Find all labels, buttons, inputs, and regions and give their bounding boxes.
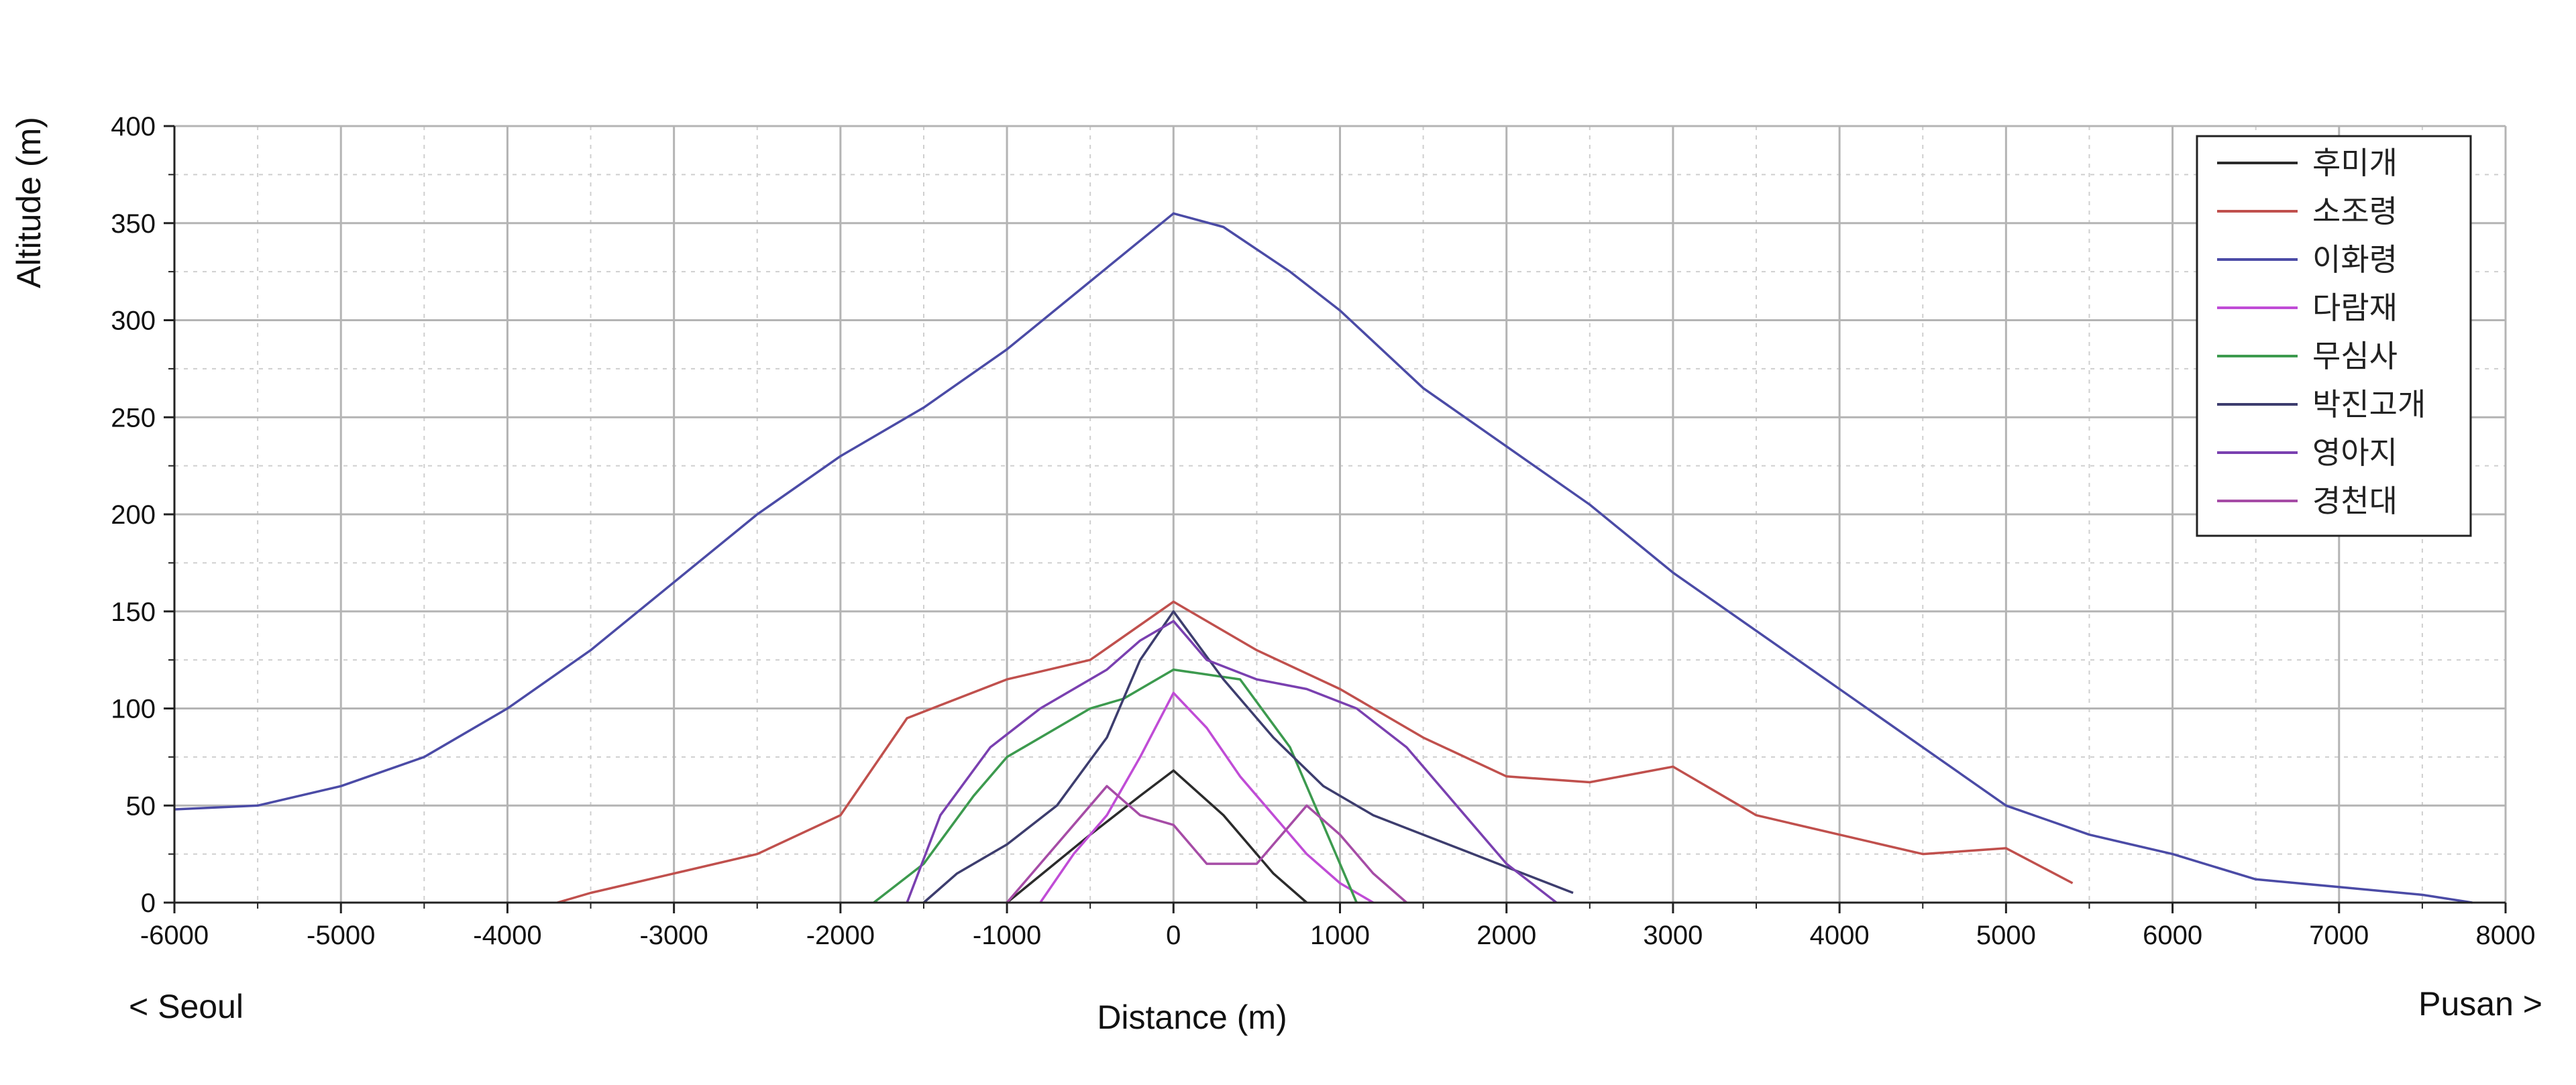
legend-entry-label: 영아지: [2312, 435, 2398, 471]
x-tick-label: -1000: [973, 921, 1041, 950]
legend-entry-label: 무심사: [2312, 338, 2398, 374]
y-tick-label: 0: [141, 889, 156, 918]
legend-box: [2196, 135, 2472, 537]
series-line-4: [1039, 691, 1374, 904]
legend-entry-label: 박진고개: [2312, 386, 2426, 422]
series-line-6: [922, 610, 1574, 904]
x-tick-label: 4000: [1810, 921, 1870, 950]
y-tick-label: 400: [111, 112, 156, 141]
x-tick-label: 1000: [1310, 921, 1370, 950]
pusan-direction-label: Pusan >: [2418, 985, 2542, 1023]
y-tick-label: 350: [111, 209, 156, 239]
tick-labels: -6000 -5000 -4000 -3000 -2000 -1000 0 1000 2000 3…: [111, 112, 2535, 950]
x-tick-label: 6000: [2143, 921, 2202, 950]
y-tick-label: 250: [111, 403, 156, 433]
x-tick-label: -5000: [307, 921, 375, 950]
x-tick-label: 0: [1166, 921, 1181, 950]
y-tick-label: 50: [126, 791, 156, 821]
y-tick-label: 200: [111, 500, 156, 530]
y-axis-title: Altitude (m): [10, 117, 48, 288]
series-line-3: [174, 212, 2473, 904]
series-line-2: [557, 600, 2074, 904]
axes: [164, 125, 2507, 913]
x-tick-label: 3000: [1643, 921, 1703, 950]
x-tick-label: -4000: [473, 921, 541, 950]
series-line-7: [906, 620, 1558, 904]
x-tick-label: -6000: [140, 921, 209, 950]
x-tick-label: 8000: [2476, 921, 2536, 950]
legend-entry-label: 후미개: [2312, 145, 2398, 181]
legend-entry-label: 경천대: [2312, 483, 2398, 519]
seoul-direction-label: < Seoul: [129, 988, 244, 1025]
x-axis-title: Distance (m): [1097, 998, 1287, 1036]
legend-entry-label: 다람재: [2312, 290, 2398, 326]
legend-entry-label: 소조령: [2312, 193, 2398, 229]
x-tick-label: 7000: [2309, 921, 2369, 950]
x-tick-label: -2000: [806, 921, 875, 950]
y-tick-label: 300: [111, 306, 156, 336]
series-lines: [174, 212, 2473, 904]
x-tick-label: 2000: [1477, 921, 1536, 950]
y-tick-label: 100: [111, 695, 156, 724]
series-line-8: [1006, 785, 1407, 904]
y-tick-label: 150: [111, 597, 156, 627]
legend-entry-label: 이화령: [2312, 241, 2398, 278]
x-tick-label: -3000: [639, 921, 708, 950]
x-tick-label: 5000: [1976, 921, 2036, 950]
